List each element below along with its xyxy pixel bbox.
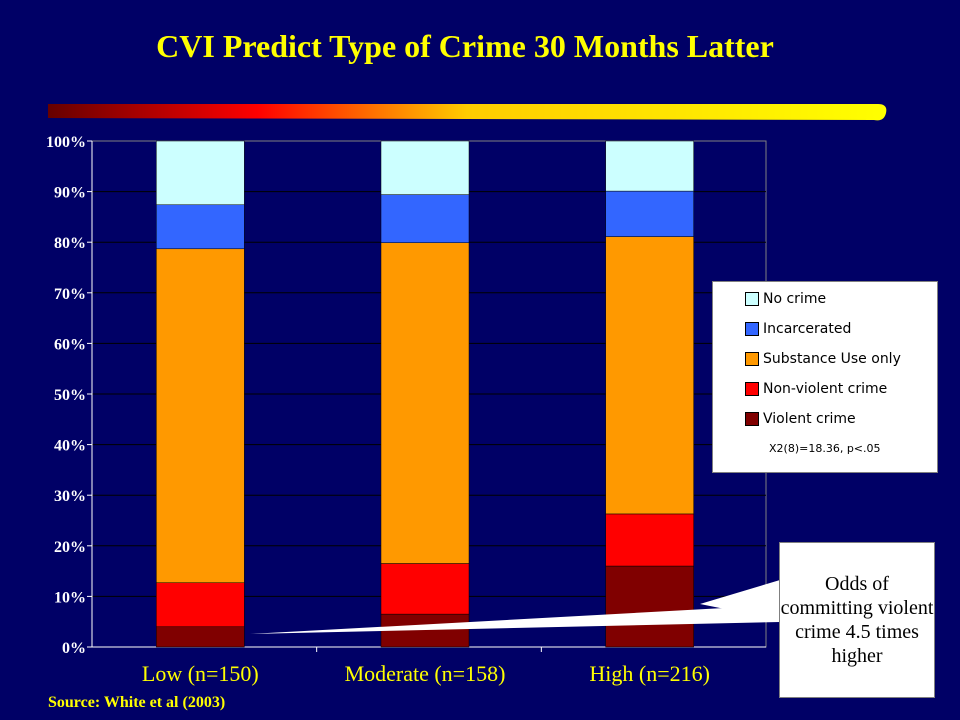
legend-swatch: [745, 322, 759, 336]
legend-item: Substance Use only: [745, 350, 901, 368]
legend-label: Violent crime: [763, 411, 856, 427]
legend-swatch: [745, 352, 759, 366]
legend-label: No crime: [763, 291, 827, 307]
y-tick-label: 0%: [62, 640, 86, 657]
bar-segment-no-crime: [605, 140, 694, 192]
y-tick-label: 70%: [54, 286, 86, 303]
legend-item: Non-violent crime: [745, 380, 887, 398]
y-tick-label: 20%: [54, 539, 86, 556]
odds-callout: Odds of committing violent crime 4.5 tim…: [779, 542, 935, 698]
chi-square-annotation: X2(8)=18.36, p<.05: [769, 442, 881, 455]
y-tick-label: 100%: [46, 134, 86, 151]
y-tick-label: 60%: [54, 336, 86, 353]
x-category-label: Moderate (n=158): [345, 661, 506, 686]
x-category-label: High (n=216): [589, 661, 710, 686]
bar-segment-incarcerated: [156, 204, 245, 250]
legend-item: Incarcerated: [745, 320, 851, 338]
bar-segment-violent-crime: [605, 565, 694, 648]
legend-swatch: [745, 412, 759, 426]
bar-segment-non-violent-crime: [605, 513, 694, 567]
legend-label: Substance Use only: [763, 351, 901, 367]
bar-segment-substance-use-only: [156, 248, 245, 583]
y-tick-label: 40%: [54, 438, 86, 455]
bar-segment-substance-use-only: [605, 236, 694, 515]
x-category-label: Low (n=150): [142, 661, 259, 686]
source-citation: Source: White et al (2003): [48, 694, 226, 711]
bar-segment-substance-use-only: [380, 242, 470, 564]
bar-segment-incarcerated: [380, 194, 470, 243]
y-tick-label: 80%: [54, 235, 86, 252]
legend-label: Non-violent crime: [763, 381, 888, 397]
bar-segment-incarcerated: [605, 190, 694, 237]
legend-item: No crime: [745, 290, 826, 308]
legend-swatch: [745, 292, 759, 306]
bar-segment-no-crime: [380, 140, 470, 195]
y-tick-label: 50%: [54, 387, 86, 404]
legend-item: Violent crime: [745, 410, 856, 428]
bar-segment-non-violent-crime: [156, 582, 245, 628]
y-tick-label: 10%: [54, 589, 86, 606]
chart-legend: No crime Incarcerated Substance Use only No…: [712, 281, 938, 473]
y-tick-label: 30%: [54, 488, 86, 505]
title-underline-bar: [48, 104, 887, 121]
y-tick-label: 90%: [54, 185, 86, 202]
bar-segment-non-violent-crime: [380, 563, 470, 615]
legend-label: Incarcerated: [763, 321, 852, 337]
bar-segment-no-crime: [156, 140, 245, 206]
slide-title: CVI Predict Type of Crime 30 Months Latt…: [156, 28, 774, 64]
legend-swatch: [745, 382, 759, 396]
